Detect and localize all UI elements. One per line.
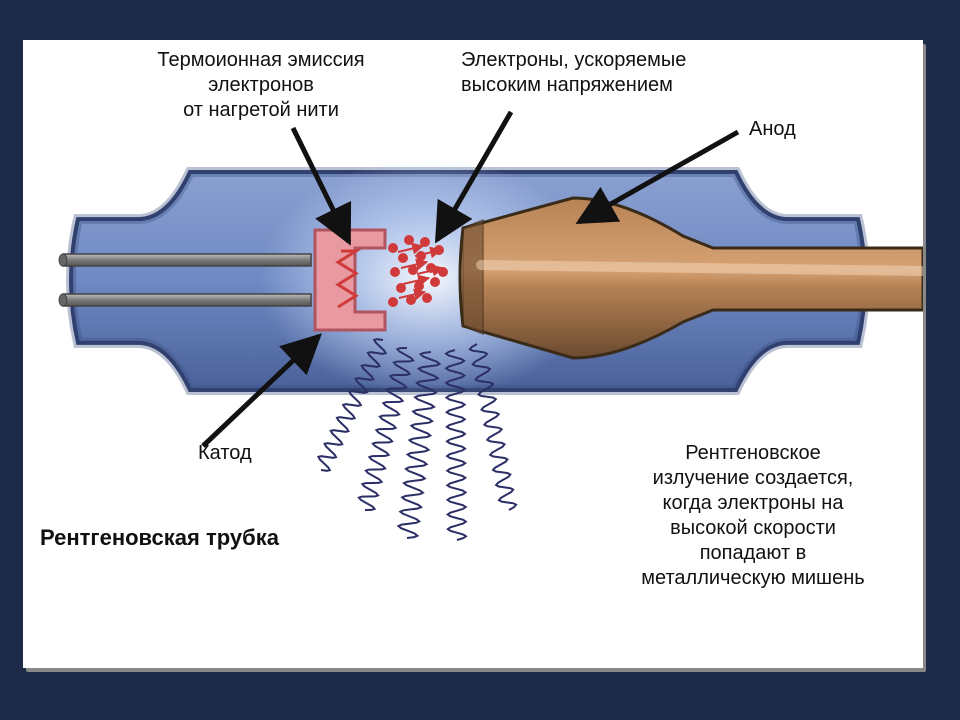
cathode-lead-1 — [63, 294, 311, 306]
diagram-panel: Термоионная эмиссияэлектроновот нагретой… — [23, 40, 923, 668]
label-tube: Рентгеновская трубка — [40, 524, 279, 552]
label-anode: Анод — [749, 117, 796, 142]
electron-dot — [390, 267, 400, 277]
electron-dot — [404, 235, 414, 245]
label-emission: Термоионная эмиссияэлектроновот нагретой… — [131, 48, 391, 123]
electron-dot — [422, 293, 432, 303]
cathode-lead-0 — [63, 254, 311, 266]
label-electrons: Электроны, ускоряемыевысоким напряжением — [461, 48, 781, 98]
electron-dot — [414, 281, 424, 291]
label-xray: Рентгеновскоеизлучение создается,когда э… — [603, 441, 903, 591]
electron-dot — [388, 243, 398, 253]
electron-dot — [430, 277, 440, 287]
electron-dot — [388, 297, 398, 307]
label-cathode: Катод — [198, 441, 252, 466]
electron-dot — [398, 253, 408, 263]
